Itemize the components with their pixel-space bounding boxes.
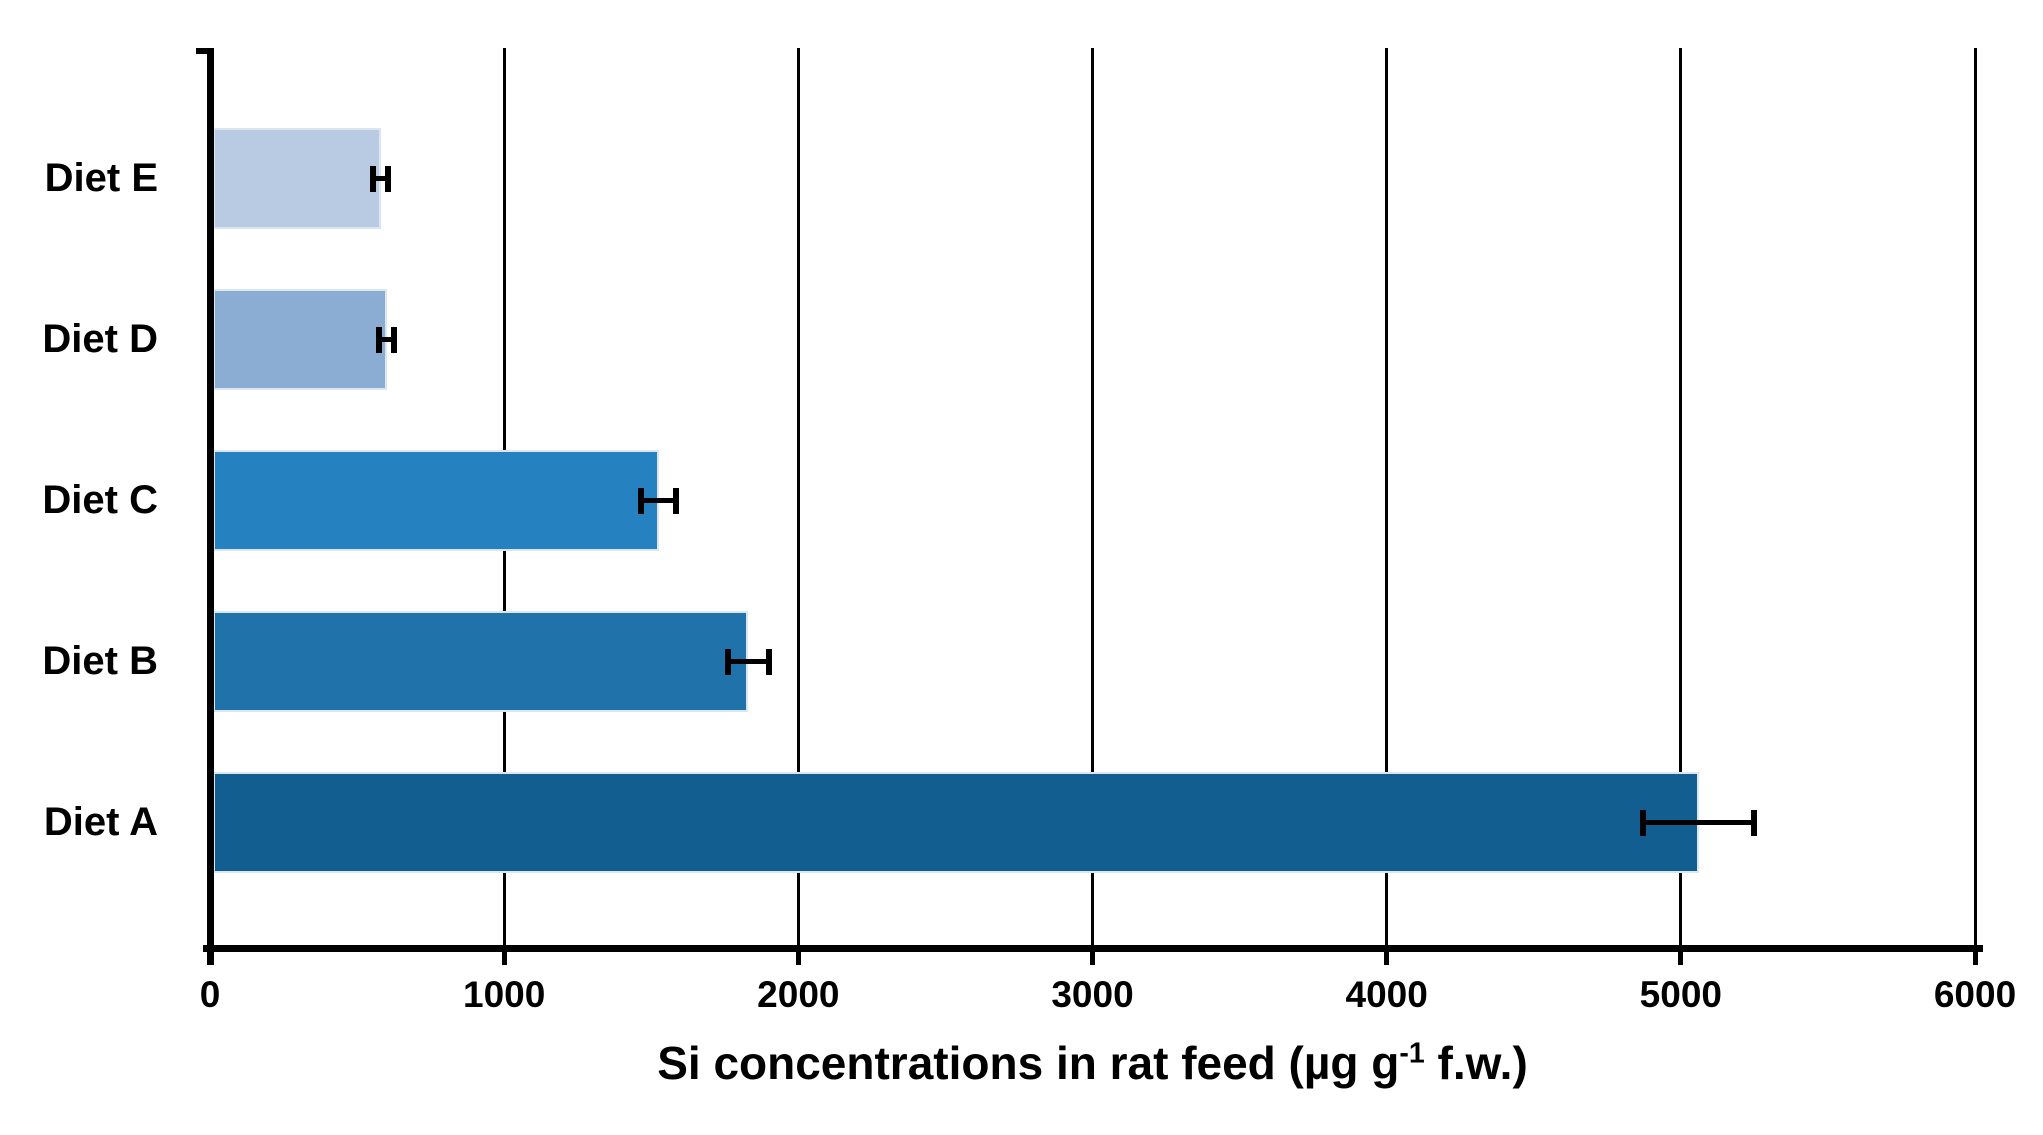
x-tick-label-2000: 2000 — [757, 974, 840, 1015]
gridline-6000 — [1973, 48, 1977, 945]
bar-diet-b — [213, 611, 749, 712]
x-axis-title: Si concentrations in rat feed (µg g-1 f.… — [393, 1036, 1793, 1090]
x-tick-1000 — [501, 952, 507, 965]
error-bar-cap-right-diet-e — [385, 165, 392, 192]
bar-diet-d — [213, 289, 387, 390]
error-bar-cap-left-diet-e — [370, 165, 377, 192]
error-bar-cap-left-diet-a — [1639, 809, 1646, 836]
x-tick-6000 — [1972, 952, 1978, 965]
y-axis-line — [206, 48, 214, 965]
error-bar-cap-right-diet-c — [673, 487, 680, 514]
x-tick-label-5000: 5000 — [1639, 974, 1722, 1015]
category-label-diet-b: Diet B — [42, 639, 158, 683]
x-axis-line — [202, 945, 1983, 952]
error-bar-cap-right-diet-b — [765, 648, 772, 675]
gridline-5000 — [1679, 48, 1683, 945]
error-bar-diet-c — [641, 498, 677, 503]
x-tick-0 — [207, 952, 213, 965]
x-axis-title-text: Si concentrations in rat feed (µg g — [657, 1037, 1400, 1089]
x-tick-5000 — [1678, 952, 1684, 965]
x-tick-label-1000: 1000 — [463, 974, 546, 1015]
x-tick-label-3000: 3000 — [1051, 974, 1134, 1015]
x-tick-4000 — [1384, 952, 1390, 965]
bar-diet-e — [213, 128, 381, 229]
x-tick-label-0: 0 — [199, 974, 221, 1015]
y-axis-top-tick — [195, 48, 207, 54]
error-bar-cap-right-diet-a — [1751, 809, 1758, 836]
error-bar-cap-left-diet-b — [724, 648, 731, 675]
error-bar-cap-right-diet-d — [390, 326, 397, 353]
error-bar-diet-a — [1642, 820, 1755, 825]
x-tick-3000 — [1090, 952, 1095, 965]
error-bar-diet-e — [373, 176, 389, 181]
x-axis-title-suffix: f.w.) — [1424, 1037, 1528, 1089]
x-axis-title-superscript: -1 — [1399, 1037, 1425, 1070]
gridline-4000 — [1385, 48, 1389, 945]
bar-diet-c — [213, 450, 659, 551]
category-label-diet-d: Diet D — [42, 317, 158, 361]
category-label-diet-c: Diet C — [42, 478, 158, 522]
gridline-2000 — [796, 48, 800, 945]
gridline-3000 — [1091, 48, 1094, 945]
error-bar-cap-left-diet-d — [376, 326, 383, 353]
category-label-diet-a: Diet A — [43, 800, 158, 844]
error-bar-cap-left-diet-c — [638, 487, 644, 514]
x-tick-label-6000: 6000 — [1933, 974, 2017, 1015]
x-tick-2000 — [795, 952, 801, 965]
category-label-diet-e: Diet E — [44, 156, 158, 200]
error-bar-diet-b — [727, 659, 769, 664]
x-tick-label-4000: 4000 — [1345, 974, 1428, 1015]
error-bar-diet-d — [379, 337, 394, 342]
bar-diet-a — [213, 772, 1699, 873]
